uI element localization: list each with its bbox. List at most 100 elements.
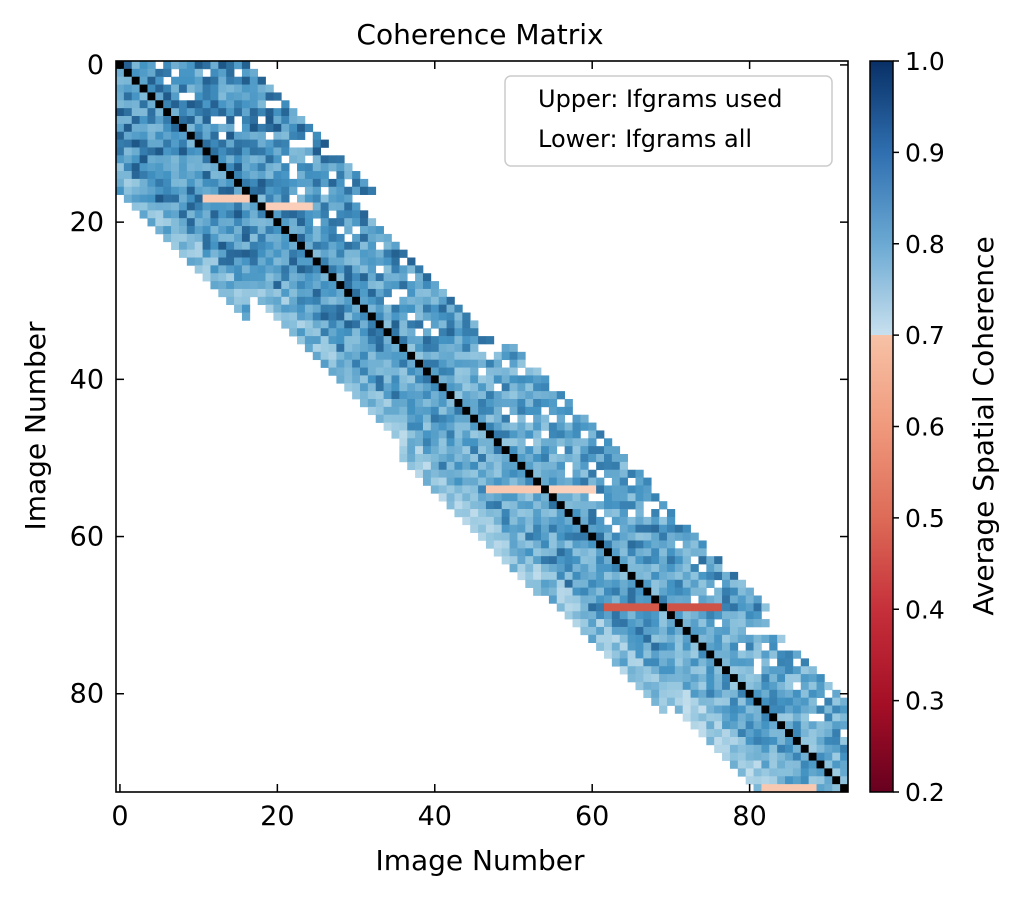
coherence-cell <box>430 359 440 368</box>
coherence-cell <box>399 383 408 392</box>
coherence-cell <box>178 116 188 125</box>
coherence-cell <box>737 611 747 620</box>
coherence-cell <box>438 320 447 329</box>
coherence-cell <box>769 697 778 706</box>
coherence-cell <box>226 131 235 140</box>
coherence-cell <box>792 697 802 706</box>
coherence-cell <box>438 367 447 376</box>
coherence-cell <box>312 296 321 306</box>
coherence-cell <box>722 571 731 581</box>
coherence-cell <box>312 163 321 172</box>
coherence-cell <box>769 729 778 738</box>
coherence-cell <box>241 281 251 290</box>
coherence-cell <box>572 414 581 423</box>
coherence-cell <box>375 328 384 337</box>
coherence-cell <box>218 123 227 133</box>
coherence-cell <box>462 493 471 502</box>
coherence-cell <box>360 383 369 392</box>
coherence-cell <box>446 296 455 306</box>
coherence-cell <box>336 194 345 203</box>
coherence-cell <box>241 304 251 313</box>
coherence-cell <box>659 501 668 510</box>
coherence-cell <box>580 516 589 526</box>
coherence-cell <box>257 92 266 101</box>
coherence-cell <box>399 391 408 400</box>
coherence-cell <box>367 359 377 368</box>
coherence-cell <box>304 273 314 282</box>
coherence-cell <box>800 674 809 683</box>
coherence-cell <box>596 571 605 581</box>
coherence-cell <box>525 454 534 463</box>
coherence-cell <box>635 548 644 557</box>
coherence-cell <box>312 351 321 361</box>
diagonal-cell <box>249 194 259 203</box>
coherence-cell <box>178 131 188 140</box>
coherence-cell <box>761 674 770 683</box>
coherence-cell <box>352 233 361 243</box>
diagonal-cell <box>123 68 133 78</box>
coherence-cell <box>785 721 794 730</box>
coherence-cell <box>446 312 455 321</box>
coherence-cell <box>627 564 636 573</box>
coherence-cell <box>320 202 329 211</box>
coherence-cell <box>501 469 510 478</box>
coherence-cell <box>745 681 754 691</box>
coherence-cell <box>375 296 384 306</box>
coherence-cell <box>116 139 125 148</box>
coherence-cell <box>651 689 660 699</box>
coherence-cell <box>446 414 455 423</box>
diagonal-cell <box>769 713 778 722</box>
coherence-cell <box>824 713 833 722</box>
coherence-cell <box>116 84 125 93</box>
coherence-cell <box>234 61 243 70</box>
coherence-cell <box>517 469 526 478</box>
coherence-cell <box>509 501 518 510</box>
coherence-cell <box>454 438 463 447</box>
coherence-cell <box>210 178 219 188</box>
coherence-cell <box>352 210 361 219</box>
coherence-cell <box>360 178 369 188</box>
coherence-cell <box>722 729 731 738</box>
coherence-cell <box>509 524 518 533</box>
colorbar-label: Average Spatial Coherence <box>967 236 1000 615</box>
coherence-cell <box>493 493 503 502</box>
coherence-cell <box>659 611 668 620</box>
coherence-cell <box>533 493 542 502</box>
coherence-cell <box>706 556 715 565</box>
coherence-cell <box>171 131 180 140</box>
coherence-cell <box>533 391 542 400</box>
coherence-cell <box>651 587 660 596</box>
coherence-cell <box>548 564 558 573</box>
coherence-cell <box>501 454 510 463</box>
coherence-cell <box>383 351 392 361</box>
coherence-cell <box>360 288 369 298</box>
coherence-cell <box>792 752 802 761</box>
coherence-cell <box>430 312 440 321</box>
coherence-cell <box>210 194 219 203</box>
coherence-cell <box>171 194 180 203</box>
coherence-cell <box>320 351 329 361</box>
coherence-cell <box>344 336 353 345</box>
coherence-cell <box>485 540 495 549</box>
coherence-cell <box>257 186 266 195</box>
coherence-cell <box>249 202 259 211</box>
coherence-cell <box>643 595 652 604</box>
coherence-cell <box>218 178 227 188</box>
coherence-cell <box>462 477 471 486</box>
coherence-cell <box>218 194 227 203</box>
coherence-cell <box>265 84 274 93</box>
coherence-cell <box>163 100 172 109</box>
coherence-cell <box>430 485 440 494</box>
coherence-cell <box>682 634 691 644</box>
coherence-cell <box>517 477 526 486</box>
coherence-cell <box>320 281 329 290</box>
coherence-cell <box>131 147 140 156</box>
coherence-cell <box>139 139 148 148</box>
coherence-cell <box>501 375 510 384</box>
diagonal-cell <box>210 155 219 164</box>
coherence-cell <box>336 233 345 243</box>
coherence-cell <box>722 634 731 644</box>
coherence-cell <box>777 729 786 738</box>
coherence-cell <box>234 233 243 243</box>
coherence-cell <box>485 446 495 455</box>
